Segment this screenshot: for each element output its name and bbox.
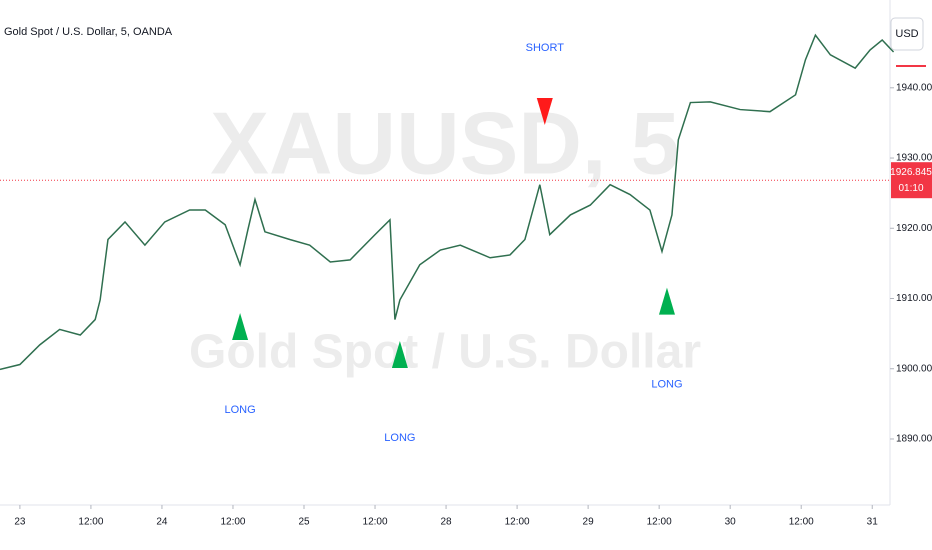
x-tick-label: 12:00 (78, 517, 103, 528)
x-tick-label: 29 (583, 517, 595, 528)
watermark-name: Gold Spot / U.S. Dollar (189, 326, 701, 379)
countdown: 01:10 (898, 183, 923, 194)
signal-marker (658, 287, 675, 315)
chart-title: Gold Spot / U.S. Dollar, 5, OANDA (4, 26, 173, 38)
x-tick-label: 30 (725, 517, 737, 528)
y-tick-label: 1900.000 (896, 363, 932, 374)
x-tick-label: 25 (298, 517, 310, 528)
y-tick-label: 1940.000 (896, 82, 932, 93)
current-price-label: 1926.845 (890, 167, 932, 178)
x-tick-label: 12:00 (789, 517, 814, 528)
signal-marker (232, 312, 249, 340)
y-tick-label: 1890.000 (896, 434, 932, 445)
signal-label: LONG (224, 404, 255, 416)
x-tick-label: 12:00 (505, 517, 530, 528)
currency[interactable]: USD (895, 28, 918, 40)
y-tick-label: 1910.000 (896, 293, 932, 304)
signal-marker (391, 341, 408, 369)
current-price-box (891, 162, 932, 199)
x-tick-label: 12:00 (220, 517, 245, 528)
y-tick-label: 1920.000 (896, 223, 932, 234)
signal-label: SHORT (526, 42, 565, 54)
signal-label: LONG (651, 379, 682, 391)
y-tick-label: 1930.000 (896, 153, 932, 164)
x-tick-label: 12:00 (363, 517, 388, 528)
watermark-symbol: XAUUSD, 5 (210, 93, 679, 192)
x-tick-label: 23 (14, 517, 26, 528)
x-tick-label: 28 (441, 517, 453, 528)
signal-marker (536, 98, 553, 126)
x-tick-label: 24 (156, 517, 168, 528)
currency-button[interactable] (890, 17, 924, 51)
x-tick-label: 12:00 (647, 517, 672, 528)
signal-label: LONG (384, 432, 415, 444)
price-line (0, 33, 895, 371)
x-tick-label: 31 (867, 517, 879, 528)
